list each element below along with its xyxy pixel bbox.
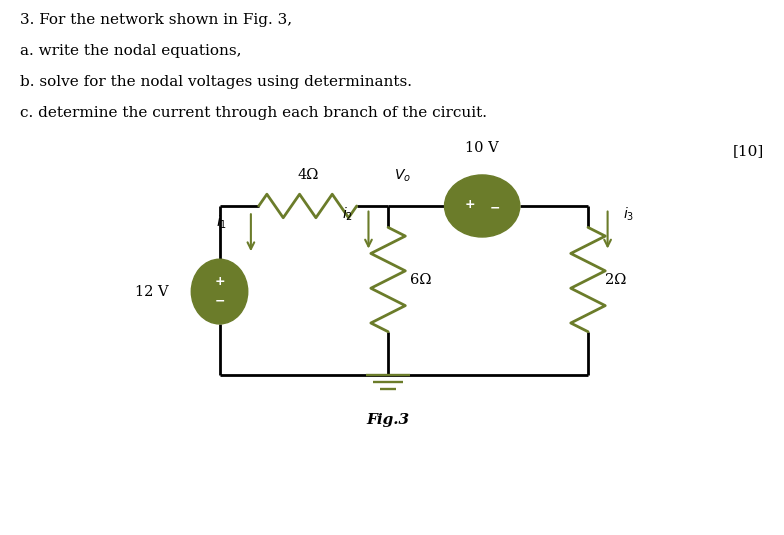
Text: [10]: [10] [733,144,764,158]
Text: 12 V: 12 V [135,285,169,299]
Text: a. write the nodal equations,: a. write the nodal equations, [20,44,241,58]
Ellipse shape [191,259,248,324]
Text: +: + [464,198,475,211]
Text: 6Ω: 6Ω [410,272,431,287]
Text: 4Ω: 4Ω [297,168,318,182]
Text: $V_o$: $V_o$ [394,167,412,184]
Text: b. solve for the nodal voltages using determinants.: b. solve for the nodal voltages using de… [20,75,412,89]
Text: 10 V: 10 V [465,141,499,155]
Text: Fig.3: Fig.3 [366,413,410,427]
Ellipse shape [445,175,520,237]
Text: $i_1$: $i_1$ [216,214,227,232]
Text: 3. For the network shown in Fig. 3,: 3. For the network shown in Fig. 3, [20,13,292,27]
Text: −: − [214,295,225,308]
Text: $i_2$: $i_2$ [342,206,353,224]
Text: +: + [214,276,225,288]
Text: 2Ω: 2Ω [605,272,626,287]
Text: $i_3$: $i_3$ [623,206,634,224]
Text: −: − [489,201,500,214]
Text: c. determine the current through each branch of the circuit.: c. determine the current through each br… [20,106,487,120]
